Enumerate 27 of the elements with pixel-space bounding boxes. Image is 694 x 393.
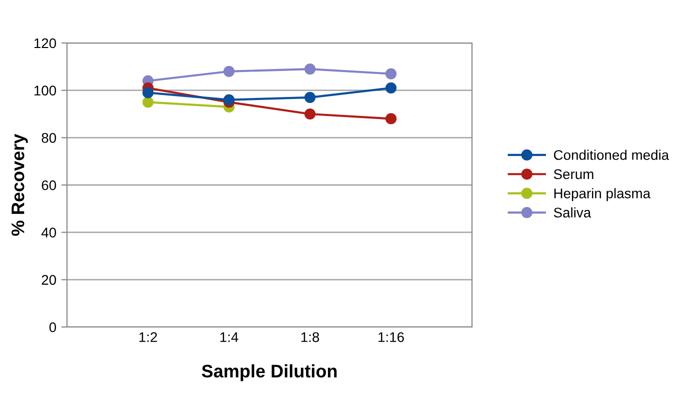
y-axis-title: % Recovery xyxy=(12,134,28,236)
point xyxy=(223,94,235,106)
y-tick-label: 120 xyxy=(34,38,56,48)
legend-label: Serum xyxy=(554,169,594,180)
x-tick-label: 1:4 xyxy=(220,332,238,342)
x-tick-label: 1:16 xyxy=(378,332,404,342)
y-tick-label: 0 xyxy=(49,322,56,332)
x-tick-label: 1:2 xyxy=(139,332,157,342)
point xyxy=(223,66,235,77)
x-axis-title: Sample Dilution xyxy=(202,364,337,382)
legend-label: Conditioned media xyxy=(554,150,670,160)
point xyxy=(385,82,397,94)
point xyxy=(304,108,316,120)
x-tick-label: 1:8 xyxy=(301,332,320,342)
y-tick-label: 60 xyxy=(42,180,56,190)
point xyxy=(142,87,154,98)
point xyxy=(304,63,316,75)
point xyxy=(385,68,397,80)
legend-label: Saliva xyxy=(554,207,592,218)
y-tick-label: 80 xyxy=(42,133,56,143)
point xyxy=(304,92,316,103)
y-tick-label: 20 xyxy=(42,275,56,285)
legend-label: Heparin plasma xyxy=(554,188,651,202)
y-tick-label: 40 xyxy=(41,228,56,238)
point xyxy=(142,96,154,108)
point xyxy=(385,113,397,124)
y-tick-label: 100 xyxy=(34,86,56,96)
